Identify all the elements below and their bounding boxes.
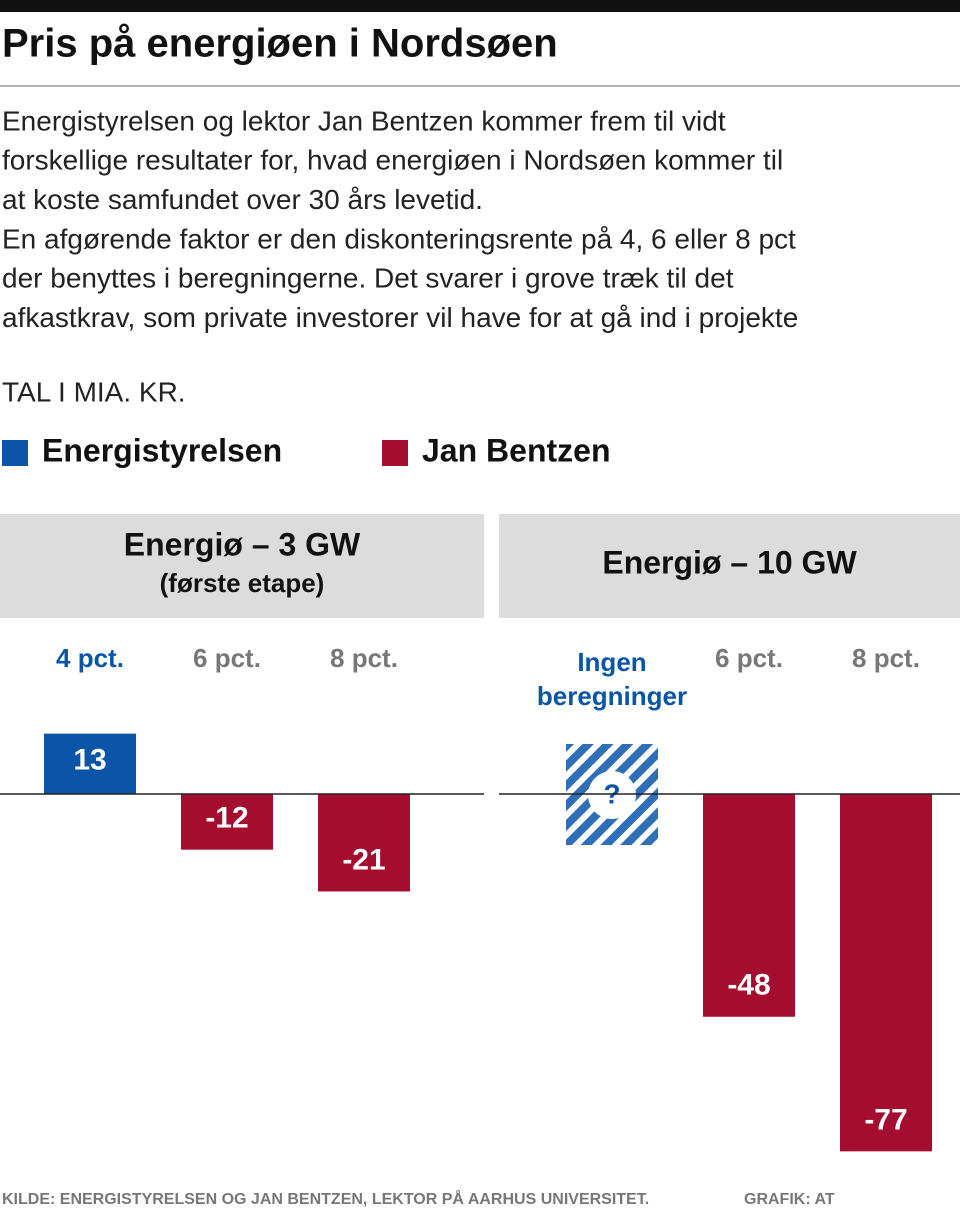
- bar: [181, 793, 273, 850]
- legend-swatch: [2, 440, 28, 466]
- panel-subtitle: (første etape): [160, 568, 325, 598]
- legend-label: Jan Bentzen: [422, 432, 610, 468]
- legend-swatch: [382, 440, 408, 466]
- panel-header: [0, 514, 484, 618]
- panel-header: [499, 514, 960, 618]
- panel-title: Energiø – 3 GW: [124, 526, 361, 562]
- source: KILDE: ENERGISTYRELSEN OG JAN BENTZEN, L…: [2, 1189, 649, 1208]
- credit: GRAFIK: AT: [744, 1191, 835, 1208]
- top-bar: [0, 0, 960, 12]
- category-label: 6 pct.: [715, 643, 783, 673]
- unit-label: TAL I MIA. KR.: [2, 376, 186, 407]
- value-label: -21: [342, 843, 385, 876]
- intro-line: afkastkrav, som private investorer vil h…: [2, 302, 798, 333]
- category-label: 8 pct.: [852, 643, 920, 673]
- category-label: 4 pct.: [56, 643, 124, 673]
- bar: [703, 793, 795, 1017]
- category-label: 6 pct.: [193, 643, 261, 673]
- value-label: 13: [73, 744, 106, 777]
- bar: [318, 793, 410, 892]
- panel-title: Energiø – 10 GW: [602, 544, 857, 580]
- intro-line: forskellige resultater for, hvad energiø…: [2, 145, 783, 176]
- intro-line: der benyttes i beregningerne. Det svarer…: [2, 263, 734, 294]
- value-label: -12: [205, 802, 248, 835]
- placeholder-circle: [588, 771, 636, 819]
- bar: [840, 793, 932, 1152]
- bar: [44, 733, 136, 794]
- category-label: Ingen beregninger: [537, 647, 687, 711]
- value-label: -77: [864, 1103, 907, 1136]
- value-label: -48: [727, 969, 770, 1002]
- intro-line: En afgørende faktor er den diskonterings…: [2, 223, 796, 254]
- legend-label: Energistyrelsen: [42, 432, 282, 468]
- title: Pris på energiøen i Nordsøen: [2, 22, 558, 66]
- intro-line: at koste samfundet over 30 års levetid.: [2, 184, 483, 215]
- intro-line: Energistyrelsen og lektor Jan Bentzen ko…: [2, 105, 726, 136]
- category-label: 8 pct.: [330, 643, 398, 673]
